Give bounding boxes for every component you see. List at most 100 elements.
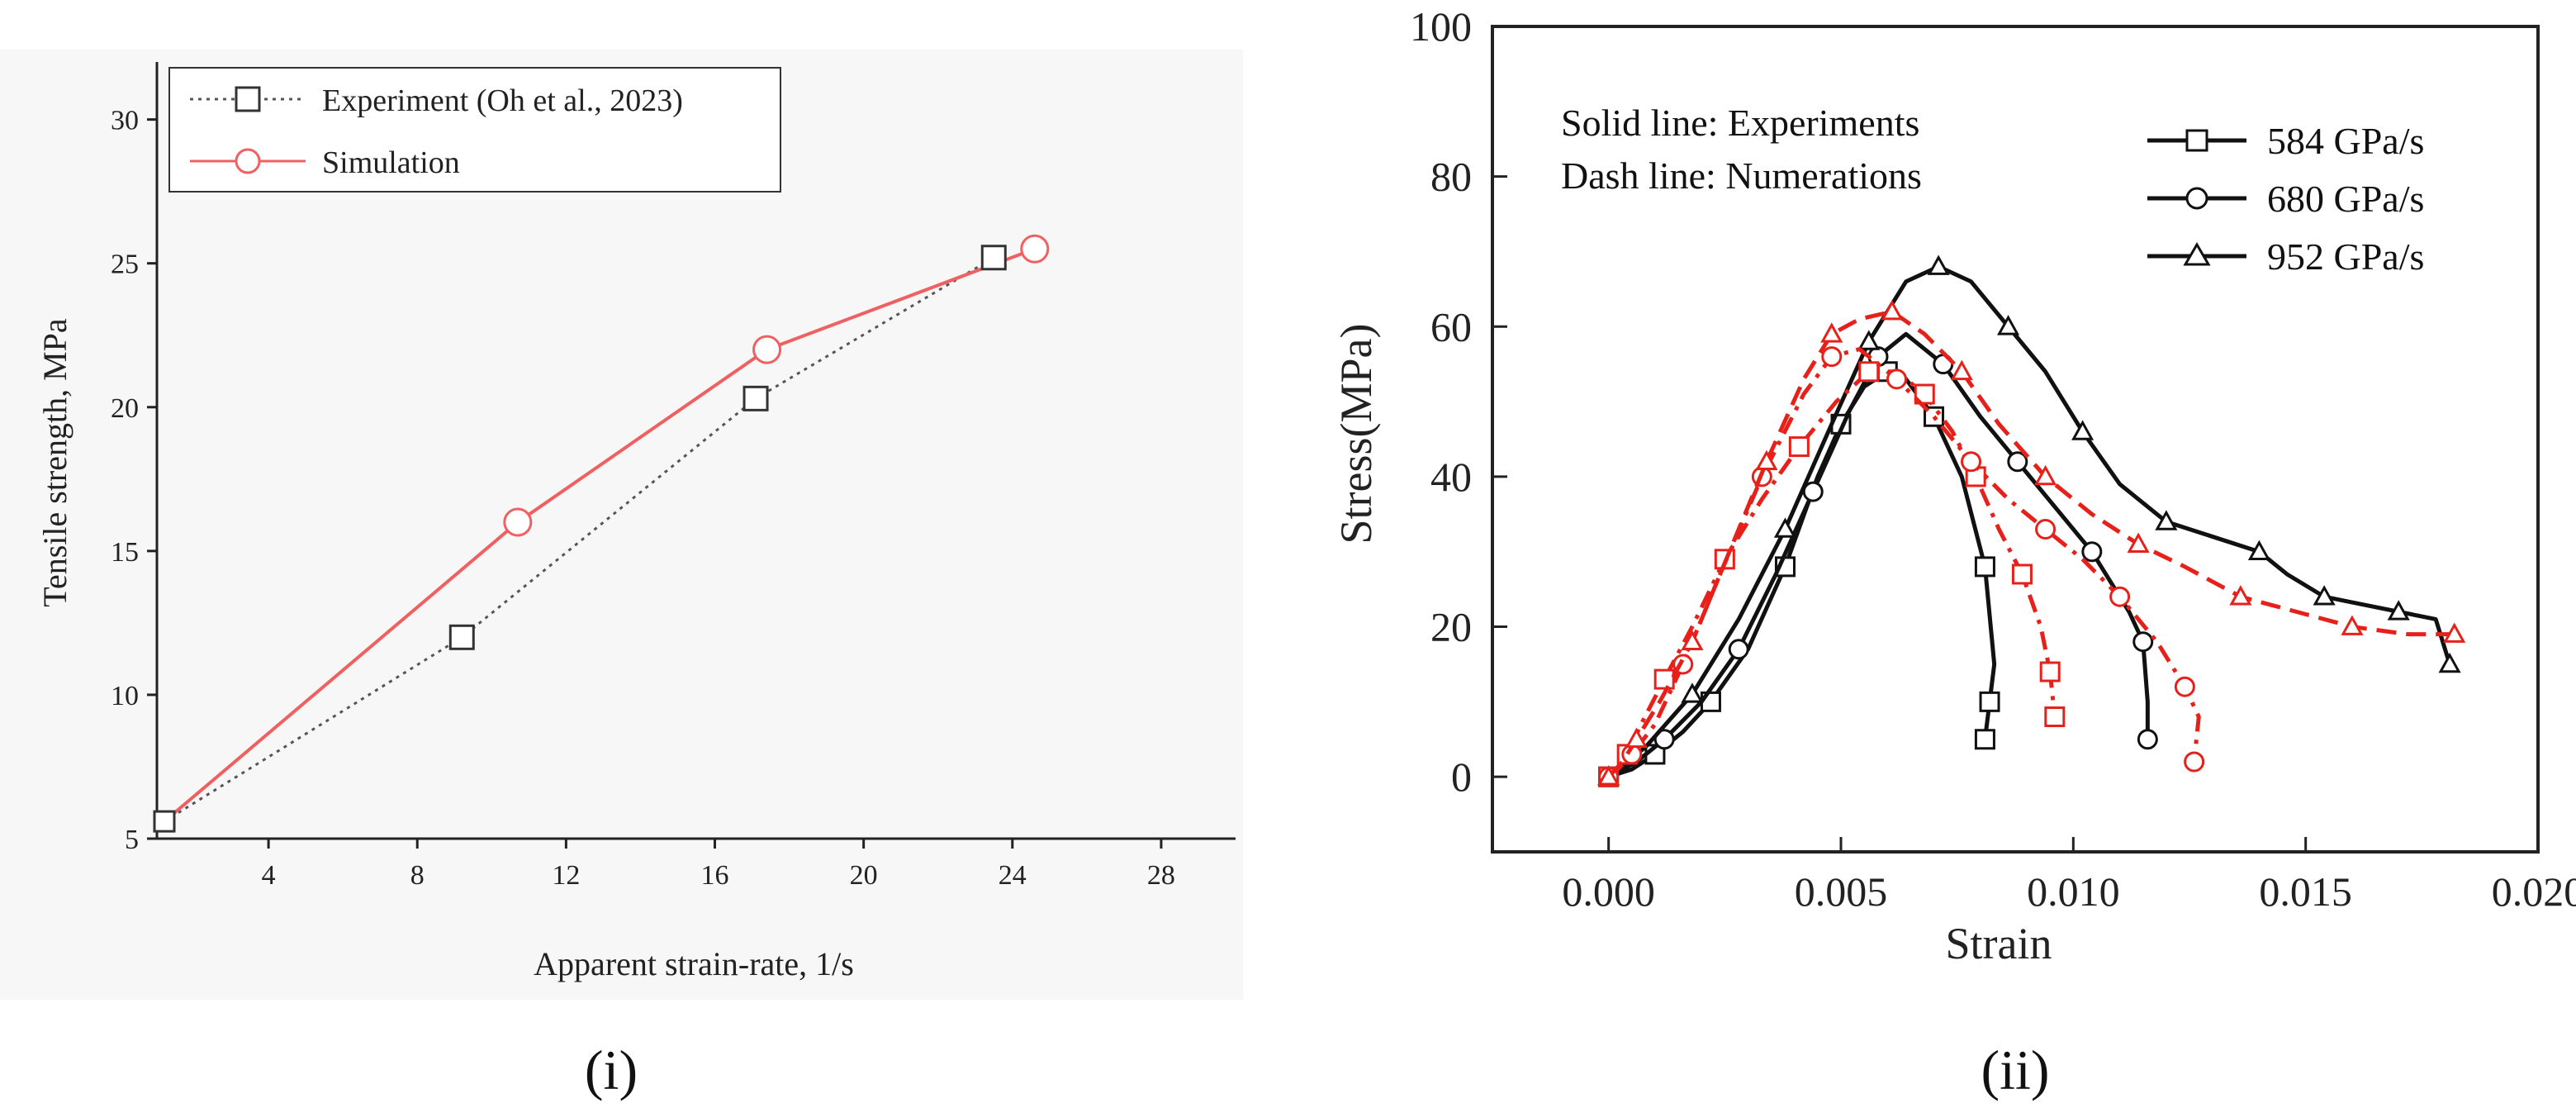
panel-ii-584-exp-point bbox=[1974, 729, 1995, 750]
panel-ii-952-exp-point bbox=[2247, 540, 2270, 561]
panel-i-x-tick-label: 20 bbox=[850, 860, 878, 891]
panel-i-simulation-point bbox=[752, 335, 782, 364]
legend-952-marker bbox=[2183, 242, 2211, 266]
panel-ii-584-exp-point bbox=[1974, 556, 1995, 578]
panel-ii-952-num-point bbox=[1950, 359, 1973, 381]
panel-ii-952-num-line bbox=[1606, 309, 2455, 778]
panel-i-x-axis-title: Apparent strain-rate, 1/s bbox=[534, 945, 854, 982]
panel-i-x-tick-label: 12 bbox=[552, 860, 580, 891]
panel-ii-952-num-point bbox=[1755, 449, 1778, 471]
panel-ii-584-num-point bbox=[2011, 564, 2033, 585]
panel-ii-680-num-point bbox=[1886, 369, 1908, 390]
panel-ii-x-tick-label: 0.010 bbox=[2027, 868, 2120, 915]
panel-ii-584-num-point bbox=[2044, 706, 2066, 728]
panel-ii-952-exp-point bbox=[1773, 517, 1797, 538]
panel-i-x-tick-label: 24 bbox=[999, 860, 1027, 891]
legend-experiment-marker bbox=[235, 86, 261, 112]
panel-i-x-tick-label: 8 bbox=[410, 860, 425, 891]
annotation-solid-line: Solid line: Experiments bbox=[1561, 102, 1919, 144]
panel-ii-952-num-point bbox=[1681, 630, 1704, 651]
panel-ii-680-exp-point bbox=[1728, 639, 1749, 660]
panel-ii-680-exp-point bbox=[2081, 541, 2103, 563]
panel-ii-952-num-point bbox=[2229, 585, 2252, 606]
panel-i-x-tick-label: 4 bbox=[262, 860, 276, 891]
panel-ii-952-exp-point bbox=[2071, 420, 2094, 440]
panel-i-y-axis-title: Tensile strength, MPa bbox=[36, 318, 74, 607]
legend-experiment-label: Experiment (Oh et al., 2023) bbox=[322, 83, 683, 118]
panel-ii-680-num-point bbox=[1821, 346, 1843, 368]
panel-ii-y-tick-label: 0 bbox=[1451, 754, 1472, 800]
panel-ii-x-tick-label: 0.020 bbox=[2492, 868, 2576, 915]
panel-ii-x-tick-label: 0.005 bbox=[1795, 868, 1888, 915]
panel-ii-680-exp-point bbox=[2137, 729, 2158, 750]
panel-i-y-tick-label: 20 bbox=[111, 393, 139, 424]
panel-i-chart: 4 8 12 16 20 24 28 5 10 15 20 25 30 Apparent strain… bbox=[0, 50, 1243, 1101]
panel-i-experiment-line bbox=[164, 256, 995, 823]
panel-ii-584-num-point bbox=[1653, 668, 1675, 690]
panel-i-x-tick-label: 16 bbox=[701, 860, 729, 891]
legend-952-label: 952 GPa/s bbox=[2267, 235, 2424, 278]
panel-ii-x-tick-label: 0.000 bbox=[1562, 868, 1655, 915]
panel-ii-952-exp-point bbox=[1927, 254, 1950, 275]
panel-ii-952-exp-line bbox=[1607, 264, 2452, 779]
panel-ii-952-num-point bbox=[2443, 622, 2466, 643]
panel-ii-680-exp-line bbox=[1607, 331, 2150, 779]
panel-ii-y-tick-label: 80 bbox=[1430, 154, 1472, 200]
panel-ii-680-num-point bbox=[2109, 586, 2131, 607]
panel-ii-952-num-point bbox=[1881, 300, 1904, 321]
panel-i-experiment-point bbox=[448, 624, 475, 650]
panel-ii-680-exp-point bbox=[2132, 631, 2154, 653]
panel-ii-584-num-point bbox=[2039, 661, 2061, 682]
panel-ii-y-axis-title: Stress(MPa) bbox=[1331, 324, 1381, 544]
panel-ii-legend: 584 GPa/s 680 GPa/s 952 GPa/s bbox=[2147, 120, 2424, 278]
panel-i-legend: Experiment (Oh et al., 2023) Simulation bbox=[168, 67, 781, 193]
panel-ii-952-num-point bbox=[2034, 464, 2057, 486]
panel-ii-952-num-point bbox=[1820, 322, 1843, 343]
panel-ii-952-num-point bbox=[2341, 615, 2364, 635]
panel-ii-952-exp-point bbox=[1681, 682, 1704, 703]
panel-ii-680-num-point bbox=[1961, 451, 1982, 473]
panel-i-simulation-line bbox=[163, 247, 1036, 823]
panel-ii-952-exp-point bbox=[2313, 585, 2336, 606]
panel-ii-y-tick-label: 60 bbox=[1430, 303, 1472, 350]
legend-680-label: 680 GPa/s bbox=[2267, 178, 2424, 220]
panel-i-y-tick-label: 5 bbox=[125, 825, 139, 855]
panel-ii-label: (ii) bbox=[1981, 1039, 2049, 1101]
panel-ii-y-tick-label: 20 bbox=[1430, 604, 1472, 650]
panel-i-label: (i) bbox=[585, 1039, 638, 1101]
panel-ii-952-exp-point bbox=[1857, 330, 1881, 350]
panel-ii-y-tick-label: 40 bbox=[1430, 454, 1472, 500]
panel-i-y-tick-label: 25 bbox=[111, 250, 139, 280]
panel-ii-680-exp-point bbox=[1653, 729, 1675, 750]
panel-ii-584-num-point bbox=[1858, 361, 1880, 383]
panel-ii-952-exp-point bbox=[2438, 652, 2461, 673]
panel-ii-x-tick-label: 0.015 bbox=[2259, 868, 2352, 915]
panel-i-x-tick-label: 28 bbox=[1147, 860, 1175, 891]
legend-584-label: 584 GPa/s bbox=[2267, 120, 2424, 162]
panel-i-experiment-point bbox=[980, 245, 1007, 271]
panel-ii-680-num-point bbox=[2184, 751, 2205, 773]
panel-i-legend-frame bbox=[168, 67, 781, 193]
panel-ii-680-num-point bbox=[2174, 676, 2195, 697]
panel-ii-952-exp-point bbox=[2387, 600, 2410, 621]
panel-ii-680-num-line bbox=[1607, 347, 2201, 779]
panel-ii-584-exp-point bbox=[1979, 691, 2000, 712]
panel-ii-952-num-point bbox=[1625, 727, 1648, 749]
panel-ii-952-exp-point bbox=[2155, 510, 2178, 530]
panel-ii-x-axis-title: Strain bbox=[1946, 919, 2052, 968]
panel-ii-952-num-point bbox=[2127, 532, 2150, 553]
panel-ii-584-num-point bbox=[1788, 436, 1810, 458]
panel-ii-584-num-point bbox=[1914, 383, 1935, 405]
panel-ii-plot-frame bbox=[1491, 25, 2540, 854]
panel-ii-y-tick-label: 100 bbox=[1410, 3, 1472, 50]
legend-584-marker bbox=[2185, 129, 2208, 152]
annotation-dash-line: Dash line: Numerations bbox=[1561, 155, 1922, 197]
legend-simulation-label: Simulation bbox=[322, 145, 460, 180]
panel-i-origin-point bbox=[153, 810, 176, 833]
panel-ii-680-exp-point bbox=[2007, 451, 2028, 473]
panel-ii-chart: 0.000 0.005 0.010 0.015 0.020 0 20 40 60 80 100 S… bbox=[1331, 3, 2576, 1101]
panel-ii-952-exp-point bbox=[1997, 315, 2020, 335]
panel-i-plot-background bbox=[0, 50, 1243, 1000]
panel-i-simulation-point bbox=[503, 507, 533, 537]
